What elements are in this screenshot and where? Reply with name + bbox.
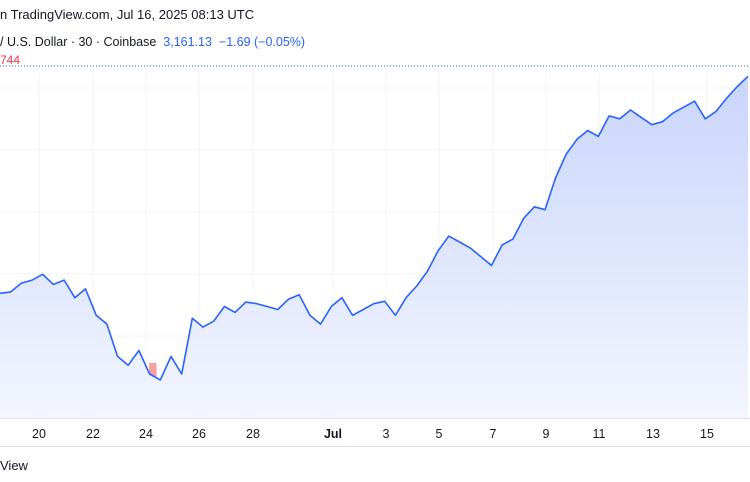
x-tick-label: 5 [436, 427, 443, 441]
price-axis-tag: 744 [0, 53, 21, 67]
x-tick-label: 7 [490, 427, 497, 441]
tradingview-brand[interactable]: View [0, 458, 28, 473]
x-tick-label: Jul [324, 427, 342, 441]
x-tick-label: 24 [139, 427, 153, 441]
x-tick-label: 26 [192, 427, 206, 441]
chart-legend: / U.S. Dollar · 30 · Coinbase 3,161.13 −… [0, 35, 305, 49]
price-line [0, 75, 749, 381]
x-tick-label: 22 [86, 427, 100, 441]
x-tick-label: 11 [593, 427, 606, 441]
x-tick-label: 28 [246, 427, 260, 441]
legend-change: −1.69 (−0.05%) [218, 35, 306, 49]
snapshot-header: n TradingView.com, Jul 16, 2025 08:13 UT… [0, 7, 255, 22]
x-tick-label: 13 [646, 427, 660, 441]
x-tick-label: 20 [32, 427, 46, 441]
price-area-fill [0, 76, 748, 419]
x-tick-label: 3 [383, 427, 390, 441]
x-tick-label: 9 [543, 427, 550, 441]
x-tick-label: 15 [700, 427, 714, 441]
legend-symbol: / U.S. Dollar · 30 · Coinbase [0, 35, 157, 49]
legend-last-price: 3,161.13 [163, 35, 212, 49]
